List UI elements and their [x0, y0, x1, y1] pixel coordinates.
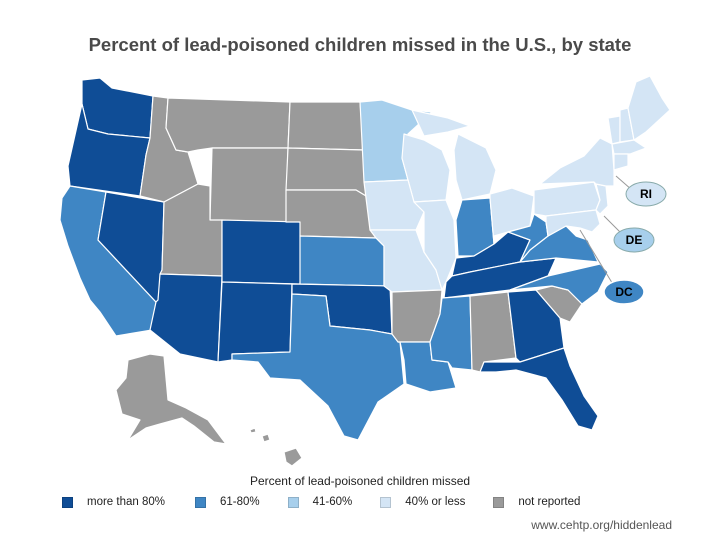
callout-de-badge	[613, 227, 655, 253]
legend-swatch	[287, 496, 299, 508]
legend-item-40-or-less: 40% or less	[380, 496, 465, 508]
legend-label: not reported	[518, 496, 581, 508]
callout-dc-badge	[603, 279, 645, 305]
legend-label: 61-80%	[220, 496, 260, 508]
state-HI	[283, 447, 303, 467]
state-HI-3	[249, 427, 257, 434]
state-HI-2	[261, 433, 271, 443]
state-FL	[479, 347, 599, 431]
callout-ri: RI	[615, 175, 667, 207]
legend-label: more than 80%	[87, 496, 165, 508]
state-KS	[299, 235, 385, 287]
callout-dc: DC	[579, 229, 645, 305]
legend-item-61-80: 61-80%	[195, 496, 260, 508]
state-ND	[287, 101, 365, 151]
state-ME	[627, 75, 671, 141]
state-MA	[611, 139, 647, 155]
callout-ri-badge	[625, 181, 667, 207]
state-SD	[285, 147, 367, 197]
state-AZ	[149, 273, 223, 363]
legend-item-not-reported: not reported	[493, 496, 580, 508]
state-CO	[221, 219, 303, 285]
state-WA	[81, 77, 154, 139]
legend-swatch	[380, 496, 392, 508]
legend-label: 40% or less	[405, 496, 466, 508]
callout-de: DE	[603, 215, 655, 253]
state-NY	[539, 137, 615, 187]
state-VT	[607, 115, 621, 145]
source-url: www.cehtp.org/hiddenlead	[531, 518, 672, 532]
state-WY	[209, 147, 289, 223]
state-MT	[165, 97, 291, 153]
legend-item-more-than-80: more than 80%	[62, 496, 165, 508]
legend: more than 80% 61-80% 41-60% 40% or less …	[62, 496, 682, 508]
callout-de-label: DE	[626, 233, 643, 247]
state-NM	[217, 281, 293, 363]
legend-label: 41-60%	[312, 496, 353, 508]
callout-ri-label: RI	[640, 187, 652, 201]
state-MD	[545, 209, 601, 237]
state-TX	[231, 293, 405, 441]
state-MI	[453, 133, 497, 201]
legend-item-41-60: 41-60%	[287, 496, 353, 508]
state-MI-up	[411, 109, 471, 137]
state-IL	[413, 199, 457, 291]
state-CT	[613, 153, 629, 171]
legend-title: Percent of lead-poisoned children missed	[249, 474, 471, 488]
callout-dc-label: DC	[615, 285, 633, 299]
legend-swatch	[62, 496, 73, 508]
state-AK	[115, 353, 227, 445]
state-NE	[285, 189, 377, 239]
legend-swatch	[195, 496, 206, 508]
legend-swatch	[493, 496, 505, 508]
map-title: Percent of lead-poisoned children missed…	[88, 34, 632, 55]
